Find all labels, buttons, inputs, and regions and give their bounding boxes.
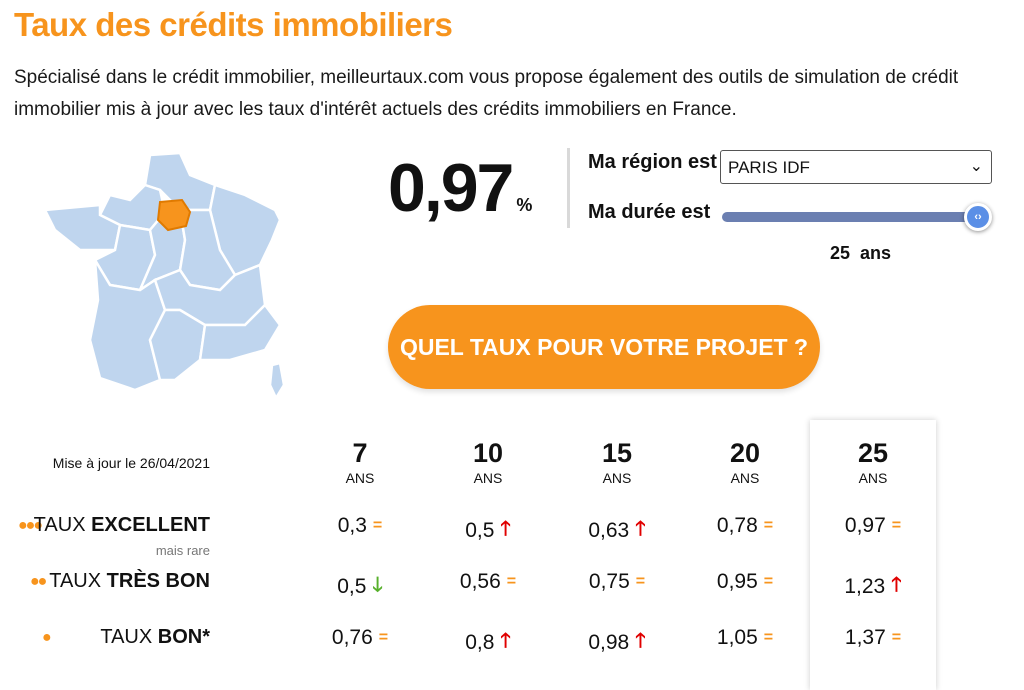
rate-value: 0,8 (465, 631, 495, 654)
column-years: 25 (857, 438, 889, 468)
column-years: 15 (601, 438, 633, 468)
row-label-grade: EXCELLENT (91, 514, 210, 536)
column-unit: ANS (730, 470, 760, 486)
rate-cell: 1,23 🡑 (823, 570, 923, 604)
equal-icon: = (372, 517, 383, 534)
page-title: Taux des crédits immobiliers (14, 6, 453, 43)
equal-icon: = (635, 573, 646, 590)
rate-cell: 0,95 = (695, 570, 795, 594)
rate-value: 0,56 (459, 570, 501, 593)
rating-icon: ●● (30, 573, 47, 590)
arrow-down-icon: 🡓 (372, 574, 383, 596)
update-date: Mise à jour le 26/04/2021 (52, 455, 210, 471)
equal-icon: = (506, 573, 517, 590)
column-unit: ANS (473, 470, 503, 486)
rate-cell: 0,63 🡑 (567, 514, 667, 548)
rate-value: 0,63 (588, 519, 630, 542)
rating-icon: ●●● (18, 517, 43, 534)
column-unit: ANS (345, 470, 375, 486)
equal-icon: = (891, 629, 902, 646)
rate-cell: 0,56 = (438, 570, 538, 594)
france-map[interactable] (40, 150, 290, 400)
row-label: TAUX BON* (100, 626, 210, 649)
arrow-up-icon: 🡑 (891, 574, 902, 596)
column-years: 20 (729, 438, 761, 468)
map-region-corsica[interactable] (268, 361, 286, 400)
column-years: 10 (472, 438, 504, 468)
divider (567, 148, 570, 228)
rate-cell: 0,8 🡑 (438, 626, 538, 660)
rate-value: 0,76 (331, 626, 373, 649)
rate-cell: 0,76 = (310, 626, 410, 650)
map-region-paca[interactable] (198, 303, 282, 362)
row-label: TAUX TRÈS BON (49, 570, 210, 593)
duration-label: Ma durée est (588, 201, 711, 223)
region-select-value: PARIS IDF (728, 158, 810, 177)
chevron-down-icon: ⌄ (969, 158, 983, 175)
rate-value: 0,95 (716, 570, 758, 593)
column-header: 15 ANS (567, 437, 667, 487)
rate-cell: 0,3 = (310, 514, 410, 538)
region-label: Ma région est (588, 151, 717, 173)
duration-value: 25 ans (830, 243, 891, 264)
rate-value: 1,23 (844, 575, 886, 598)
duration-number: 25 (830, 243, 851, 263)
rate-cell: 0,98 🡑 (567, 626, 667, 660)
region-select[interactable]: PARIS IDF ⌄ (720, 150, 992, 184)
equal-icon: = (891, 517, 902, 534)
rate-value: 0,98 (588, 631, 630, 654)
column-header: 20 ANS (695, 437, 795, 487)
column-header: 10 ANS (438, 437, 538, 487)
selected-duration-column (810, 420, 936, 690)
rate-cell: 1,05 = (695, 626, 795, 650)
arrow-up-icon: 🡑 (500, 518, 511, 540)
current-rate: 0,97 % (388, 148, 532, 228)
arrow-up-icon: 🡑 (635, 630, 646, 652)
row-label-prefix: TAUX (49, 570, 107, 592)
rate-cell: 0,97 = (823, 514, 923, 538)
rate-cell: 0,78 = (695, 514, 795, 538)
rate-value: 0,97 (388, 150, 514, 226)
rate-cell: 0,5 🡑 (438, 514, 538, 548)
equal-icon: = (763, 573, 774, 590)
duration-slider-track[interactable] (722, 212, 980, 222)
rate-project-button[interactable]: QUEL TAUX POUR VOTRE PROJET ? (388, 305, 820, 389)
equal-icon: = (378, 629, 389, 646)
map-regions (43, 151, 286, 400)
equal-icon: = (763, 629, 774, 646)
map-region-paris-idf[interactable] (156, 198, 192, 232)
arrow-up-icon: 🡑 (635, 518, 646, 540)
duration-slider-handle[interactable]: ‹› (964, 203, 992, 231)
rate-cell: 0,5 🡓 (310, 570, 410, 604)
row-label-grade: TRÈS BON (106, 570, 210, 592)
rate-value: 0,78 (716, 514, 758, 537)
rate-value: 0,5 (465, 519, 495, 542)
equal-icon: = (763, 517, 774, 534)
column-header: 25 ANS (823, 437, 923, 487)
row-label-prefix: TAUX (100, 626, 158, 648)
rating-icon: ● (42, 629, 52, 646)
column-header: 7 ANS (310, 437, 410, 487)
rate-unit: % (516, 195, 533, 215)
rate-value: 0,5 (337, 575, 367, 598)
column-unit: ANS (602, 470, 632, 486)
row-label-grade: BON* (157, 626, 210, 648)
rate-value: 0,3 (337, 514, 367, 537)
rate-value: 0,75 (588, 570, 630, 593)
duration-unit: ans (860, 243, 892, 263)
row-label-prefix: TAUX (33, 514, 92, 536)
rate-cell: 1,37 = (823, 626, 923, 650)
column-unit: ANS (858, 470, 888, 486)
intro-text: Spécialisé dans le crédit immobilier, me… (14, 67, 959, 120)
row-note: mais rare (155, 543, 210, 558)
arrow-up-icon: 🡑 (500, 630, 511, 652)
row-label: TAUX EXCELLENT (34, 514, 210, 537)
rate-value: 1,05 (716, 626, 758, 649)
column-years: 7 (352, 438, 368, 468)
rate-value: 1,37 (844, 626, 886, 649)
rate-cell: 0,75 = (567, 570, 667, 594)
rate-value: 0,97 (844, 514, 886, 537)
